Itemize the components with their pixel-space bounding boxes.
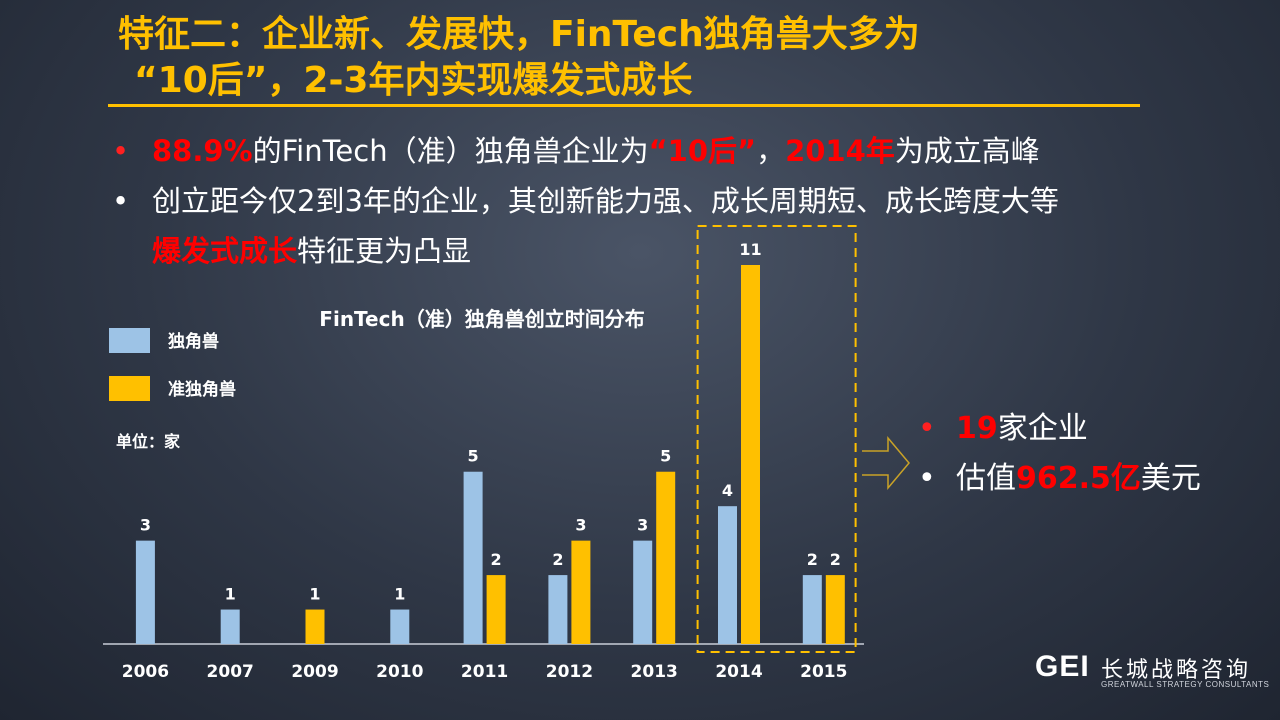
data-label: 11 (739, 240, 761, 259)
bar-2011-2 (486, 575, 506, 644)
bar-2014-2 (741, 265, 760, 644)
bullet-marker: • (918, 461, 936, 496)
arrow-right-icon (862, 435, 910, 491)
company-logo: GEI 长城战略咨询 GREATWALL STRATEGY CONSULTANT… (1035, 650, 1269, 700)
bar-2015-1 (802, 575, 822, 644)
bullet-text: 估值 (956, 461, 1016, 496)
callout-item-1: • 19家企业 (918, 404, 1248, 454)
bar-2011-1 (463, 471, 483, 644)
title-rule (108, 104, 1140, 107)
logo-name-en: GREATWALL STRATEGY CONSULTANTS (1101, 680, 1270, 689)
data-label: 1 (309, 585, 320, 604)
data-label: 5 (468, 447, 479, 466)
slide-title-line2: “10后”，2-3年内实现爆发式成长 (134, 60, 693, 101)
bullet-text: 美元 (1140, 461, 1201, 496)
bullet-text: 的FinTech（准）独角兽企业为 (252, 134, 649, 168)
legend-swatch (109, 376, 150, 401)
bar-2007-1 (220, 609, 240, 644)
data-label: 1 (225, 585, 236, 604)
bullet-item-1: • 88.9%的FinTech（准）独角兽企业为“10后”，2014年为成立高峰 (112, 126, 1192, 176)
bar-2013-1 (633, 540, 653, 644)
x-tick-label: 2009 (291, 662, 338, 682)
x-tick-label: 2015 (800, 662, 847, 682)
legend-label: 准独角兽 (168, 379, 236, 400)
bar-2010-1 (390, 609, 410, 644)
data-label: 5 (660, 447, 671, 466)
data-label: 2 (807, 550, 818, 569)
unit-label: 单位：家 (116, 432, 181, 451)
bullet-text: 特征更为凸显 (297, 234, 472, 268)
bar-2014-1 (718, 506, 737, 644)
x-tick-label: 2006 (122, 662, 169, 682)
bullet-list: • 88.9%的FinTech（准）独角兽企业为“10后”，2014年为成立高峰 •… (112, 126, 1192, 276)
bar-2009-2 (305, 609, 325, 644)
bar-2013-2 (656, 471, 676, 644)
chart-title: FinTech（准）独角兽创立时间分布 (319, 307, 644, 331)
bullet-text: ， (756, 134, 786, 168)
data-label: 2 (830, 550, 841, 569)
data-label: 1 (394, 585, 405, 604)
bar-2012-1 (548, 575, 568, 644)
highlight-text: 962.5亿 (1016, 461, 1141, 496)
data-label: 2 (491, 550, 502, 569)
data-label: 3 (140, 516, 151, 535)
x-tick-label: 2011 (461, 662, 508, 682)
bar-2012-2 (571, 540, 591, 644)
bullet-text: 创立距今仅2到3年的企业，其创新能力强、成长周期短、成长跨度大等 (152, 184, 1059, 218)
x-tick-label: 2014 (715, 662, 762, 682)
highlight-text: 88.9% (152, 134, 253, 168)
bar-2015-2 (825, 575, 845, 644)
bullet-marker: • (112, 134, 130, 168)
legend-swatch (109, 328, 150, 353)
legend-label: 独角兽 (168, 331, 219, 352)
data-label: 3 (575, 516, 586, 535)
data-label: 4 (722, 481, 733, 500)
bullet-item-2: • 创立距今仅2到3年的企业，其创新能力强、成长周期短、成长跨度大等 (112, 176, 1192, 226)
slide-title: 特征二：企业新、发展快，FinTech独角兽大多为 “10后”，2-3年内实现爆… (118, 12, 1138, 104)
x-tick-label: 2013 (631, 662, 678, 682)
bullet-text: 家企业 (997, 411, 1088, 446)
bullet-marker: • (112, 184, 130, 218)
callout-list: • 19家企业 • 估值962.5亿美元 (918, 404, 1248, 504)
bullet-marker: • (918, 411, 936, 446)
highlight-text: 爆发式成长 (152, 234, 298, 268)
highlight-text: 19 (956, 411, 998, 446)
x-tick-label: 2010 (376, 662, 423, 682)
x-tick-label: 2012 (546, 662, 593, 682)
highlight-box (696, 225, 857, 653)
callout-item-2: • 估值962.5亿美元 (918, 454, 1248, 504)
bar-2006-1 (135, 540, 155, 644)
data-label: 3 (637, 516, 648, 535)
bullet-text: 为成立高峰 (894, 134, 1040, 168)
bullet-item-3: 爆发式成长特征更为凸显 (112, 226, 1192, 276)
logo-mark: GEI (1035, 650, 1090, 683)
highlight-text: 2014年 (785, 134, 895, 168)
data-label: 2 (552, 550, 563, 569)
slide-title-line1: 特征二：企业新、发展快，FinTech独角兽大多为 (118, 14, 920, 55)
logo-name-cn: 长城战略咨询 (1101, 658, 1252, 683)
highlight-text: “10后” (648, 134, 757, 168)
x-tick-label: 2007 (207, 662, 254, 682)
